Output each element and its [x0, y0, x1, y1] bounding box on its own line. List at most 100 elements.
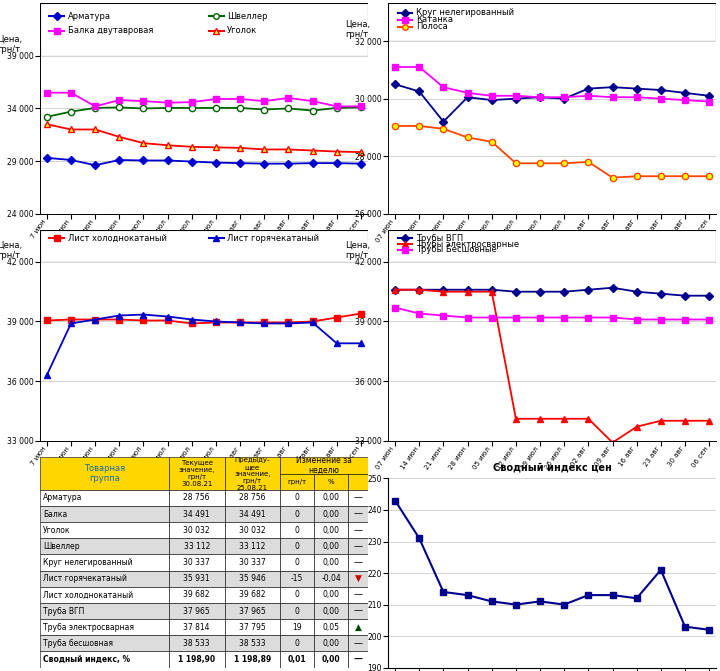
Text: Трубы Бесшовные: Трубы Бесшовные	[415, 246, 497, 254]
Bar	[225, 554, 280, 570]
Уголок	[67, 125, 76, 134]
Text: 28 756: 28 756	[184, 493, 210, 503]
Text: 0: 0	[294, 607, 300, 615]
Text: 0,00: 0,00	[323, 639, 340, 648]
Text: Цена,
грн/т: Цена, грн/т	[345, 20, 370, 40]
Уголок	[260, 146, 269, 154]
Text: Полоса: Полоса	[415, 22, 448, 31]
Катанка	[705, 97, 714, 105]
Bar	[225, 490, 280, 506]
Bar	[225, 587, 280, 603]
Line: Трубы Бесшовные: Трубы Бесшовные	[392, 305, 712, 323]
Line: Полоса: Полоса	[392, 123, 712, 180]
Лист холоднокатаный	[187, 319, 196, 327]
Bar	[348, 587, 368, 603]
Line: Катанка: Катанка	[392, 64, 712, 105]
Полоса	[415, 122, 423, 130]
Круг нелегированный	[680, 89, 689, 97]
Bar	[315, 635, 348, 652]
Круг нелегированный	[657, 86, 665, 94]
Text: Цена,
грн/т: Цена, грн/т	[0, 241, 22, 260]
Трубы ВГП	[512, 288, 521, 296]
Text: Уголок: Уголок	[227, 26, 257, 36]
Bar	[169, 652, 225, 668]
Лист холоднокатаный	[163, 317, 172, 325]
Трубы Бесшовные	[608, 313, 617, 321]
Bar	[225, 538, 280, 554]
Трубы ВГП	[391, 286, 400, 294]
Трубы ВГП	[608, 284, 617, 292]
Bar	[225, 603, 280, 619]
Лист горячекатаный	[115, 311, 124, 319]
Text: 0: 0	[294, 558, 300, 567]
Text: 34 491: 34 491	[239, 509, 266, 519]
Полоса	[391, 122, 400, 130]
Трубы Бесшовные	[536, 313, 544, 321]
Bar	[348, 619, 368, 635]
Арматура	[284, 160, 293, 168]
Text: 39 682: 39 682	[184, 590, 210, 599]
Text: Сводный индекс, %: Сводный индекс, %	[43, 655, 130, 664]
Швеллер	[260, 105, 269, 113]
Круг нелегированный	[632, 85, 641, 93]
Bar	[280, 490, 315, 506]
Text: —: —	[354, 639, 363, 648]
Швеллер	[284, 105, 293, 113]
Трубы ВГП	[463, 286, 472, 294]
Трубы ВГП	[560, 288, 569, 296]
Трубы ВГП	[632, 288, 641, 296]
Bar	[315, 619, 348, 635]
Швеллер	[187, 104, 196, 112]
Bar	[169, 587, 225, 603]
Text: —: —	[354, 558, 363, 567]
Text: 38 533: 38 533	[239, 639, 266, 648]
Лист холоднокатаный	[308, 317, 317, 325]
Bar	[280, 554, 315, 570]
Балка двутавровая	[67, 89, 76, 97]
Text: ▲: ▲	[355, 623, 361, 631]
Text: 0: 0	[294, 639, 300, 648]
Балка двутавровая	[115, 96, 124, 104]
Bar	[315, 652, 348, 668]
Балка двутавровая	[139, 97, 148, 105]
Арматура	[212, 158, 220, 166]
Полоса	[584, 158, 593, 166]
Полоса	[705, 172, 714, 180]
Круг нелегированный	[705, 92, 714, 100]
Bar	[348, 603, 368, 619]
Text: 0: 0	[294, 590, 300, 599]
Bar	[315, 506, 348, 522]
Трубы электросварные	[391, 286, 400, 294]
Text: —: —	[354, 509, 363, 519]
Bar	[169, 458, 225, 490]
Bar	[315, 474, 348, 490]
Bar	[348, 506, 368, 522]
Text: Сводный индекс цен: Сводный индекс цен	[492, 463, 611, 473]
Text: Балка: Балка	[43, 509, 67, 519]
Text: 28 756: 28 756	[239, 493, 266, 503]
Лист холоднокатаный	[333, 313, 341, 321]
Text: —: —	[354, 542, 363, 551]
Bar	[40, 522, 169, 538]
Трубы электросварные	[680, 417, 689, 425]
Text: Швеллер: Швеллер	[227, 12, 267, 21]
Полоса	[536, 159, 544, 167]
Трубы Бесшовные	[705, 315, 714, 323]
Text: 0: 0	[294, 509, 300, 519]
Line: Лист холоднокатаный: Лист холоднокатаный	[44, 311, 364, 327]
Круг нелегированный	[415, 87, 423, 95]
Bar	[225, 570, 280, 587]
Text: Цена,
грн/т: Цена, грн/т	[0, 35, 22, 54]
Bar	[315, 603, 348, 619]
Лист холоднокатаный	[42, 317, 51, 325]
Уголок	[333, 148, 341, 156]
Bar	[280, 570, 315, 587]
Катанка	[560, 93, 569, 101]
Bar	[169, 619, 225, 635]
Bar	[40, 603, 169, 619]
Text: Изменение за
неделю: Изменение за неделю	[296, 456, 352, 475]
Bar	[225, 458, 280, 490]
Круг нелегированный	[608, 83, 617, 91]
Bar	[169, 538, 225, 554]
Лист горячекатаный	[91, 315, 99, 323]
